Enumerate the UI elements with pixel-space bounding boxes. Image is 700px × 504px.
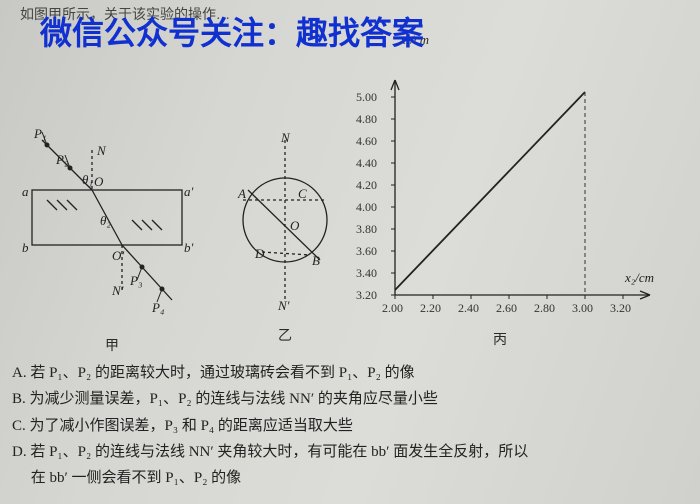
svg-text:4.80: 4.80 (356, 112, 377, 126)
svg-text:2.60: 2.60 (496, 301, 517, 315)
svg-text:4.40: 4.40 (356, 156, 377, 170)
svg-text:P₄: P₄ (151, 300, 165, 315)
diagram-row: P₁ P₂ N θ₁ O a a′ b b′ θ₂ O′ N′ P₃ P₄ 甲 (0, 120, 700, 340)
svg-text:O′: O′ (112, 248, 124, 263)
diagram-bing-label: 丙 (340, 329, 660, 349)
svg-text:3.20: 3.20 (610, 301, 631, 315)
svg-text:P₂: P₂ (55, 152, 69, 167)
svg-text:N: N (280, 130, 291, 145)
diagram-yi: N A C O D B N′ 乙 (220, 130, 350, 345)
svg-text:O: O (290, 218, 300, 233)
choice-b: B. 为减少测量误差，P₁、P₂ 的连线与法线 NN′ 的夹角应尽量小些 (12, 386, 528, 412)
svg-text:D: D (254, 246, 265, 261)
svg-text:C: C (298, 186, 307, 201)
svg-text:2.00: 2.00 (382, 301, 403, 315)
svg-text:4.00: 4.00 (356, 200, 377, 214)
svg-text:3.60: 3.60 (356, 244, 377, 258)
svg-text:N′: N′ (277, 298, 290, 313)
choice-d-line1: D. 若 P₁、P₂ 的连线与法线 NN′ 夹角较大时，有可能在 bb′ 面发生… (12, 439, 528, 465)
svg-text:5.00: 5.00 (356, 90, 377, 104)
svg-text:θ₂: θ₂ (100, 213, 111, 228)
choice-c: C. 为了减小作图误差，P₃ 和 P₄ 的距离应适当取大些 (12, 413, 528, 439)
svg-text:x₂/cm: x₂/cm (624, 270, 654, 285)
diagram-yi-label: 乙 (220, 325, 350, 345)
diagram-jia-label: 甲 (12, 335, 212, 355)
svg-text:O: O (94, 174, 104, 189)
svg-text:b′: b′ (184, 240, 194, 255)
svg-text:2.40: 2.40 (458, 301, 479, 315)
svg-text:4.20: 4.20 (356, 178, 377, 192)
svg-text:2.20: 2.20 (420, 301, 441, 315)
svg-text:3.40: 3.40 (356, 266, 377, 280)
svg-text:b: b (22, 240, 29, 255)
svg-text:2.80: 2.80 (534, 301, 555, 315)
choice-d-line2: 在 bb′ 一侧会看不到 P₁、P₂ 的像 (12, 465, 528, 491)
choice-a: A. 若 P₁、P₂ 的距离较大时，通过玻璃砖会看不到 P₁、P₂ 的像 (12, 360, 528, 386)
svg-text:B: B (312, 253, 320, 268)
svg-text:A: A (237, 186, 246, 201)
svg-text:θ₁: θ₁ (82, 172, 93, 187)
svg-text:N′: N′ (111, 283, 124, 298)
diagram-yi-svg: N A C O D B N′ (220, 130, 350, 320)
svg-text:4.60: 4.60 (356, 134, 377, 148)
svg-text:P₁: P₁ (33, 126, 46, 141)
svg-text:N: N (96, 143, 107, 158)
svg-text:3.00: 3.00 (572, 301, 593, 315)
svg-text:P₃: P₃ (129, 273, 142, 288)
svg-text:a′: a′ (184, 184, 194, 199)
diagram-jia: P₁ P₂ N θ₁ O a a′ b b′ θ₂ O′ N′ P₃ P₄ 甲 (12, 120, 212, 355)
answer-choices: A. 若 P₁、P₂ 的距离较大时，通过玻璃砖会看不到 P₁、P₂ 的像 B. … (12, 360, 528, 491)
watermark-text: 微信公众号关注：趣找答案 (40, 8, 424, 54)
diagram-bing: 3.20 3.40 3.60 3.80 4.00 4.20 4.40 4.60 … (340, 60, 660, 349)
diagram-jia-svg: P₁ P₂ N θ₁ O a a′ b b′ θ₂ O′ N′ P₃ P₄ (12, 120, 212, 330)
diagram-bing-svg: 3.20 3.40 3.60 3.80 4.00 4.20 4.40 4.60 … (340, 60, 660, 330)
svg-text:a: a (22, 184, 29, 199)
svg-text:3.80: 3.80 (356, 222, 377, 236)
svg-text:3.20: 3.20 (356, 288, 377, 302)
